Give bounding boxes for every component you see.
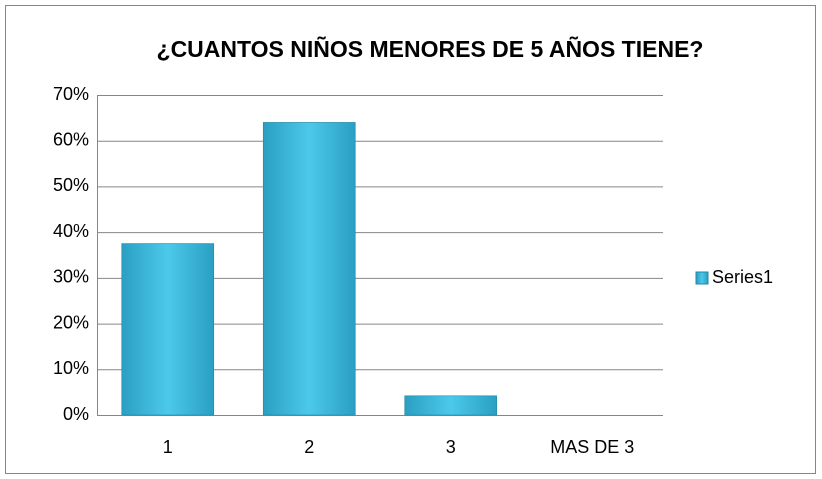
y-tick-label: 30% — [53, 267, 89, 287]
legend-label: Series1 — [712, 267, 773, 287]
y-tick-label: 70% — [53, 84, 89, 104]
y-tick-label: 20% — [53, 312, 89, 332]
y-tick-label: 40% — [53, 221, 89, 241]
x-tick-label: 1 — [163, 437, 173, 457]
bar — [404, 395, 498, 416]
y-tick-label: 10% — [53, 358, 89, 378]
bar — [121, 243, 215, 416]
bar — [262, 122, 356, 416]
legend-swatch — [695, 271, 709, 285]
y-tick-label: 0% — [63, 404, 89, 424]
x-tick-label: MAS DE 3 — [550, 437, 634, 457]
x-tick-label: 2 — [304, 437, 314, 457]
x-tick-label: 3 — [446, 437, 456, 457]
y-tick-label: 50% — [53, 175, 89, 195]
chart-title: ¿CUANTOS NIÑOS MENORES DE 5 AÑOS TIENE? — [157, 35, 704, 62]
y-tick-label: 60% — [53, 129, 89, 149]
